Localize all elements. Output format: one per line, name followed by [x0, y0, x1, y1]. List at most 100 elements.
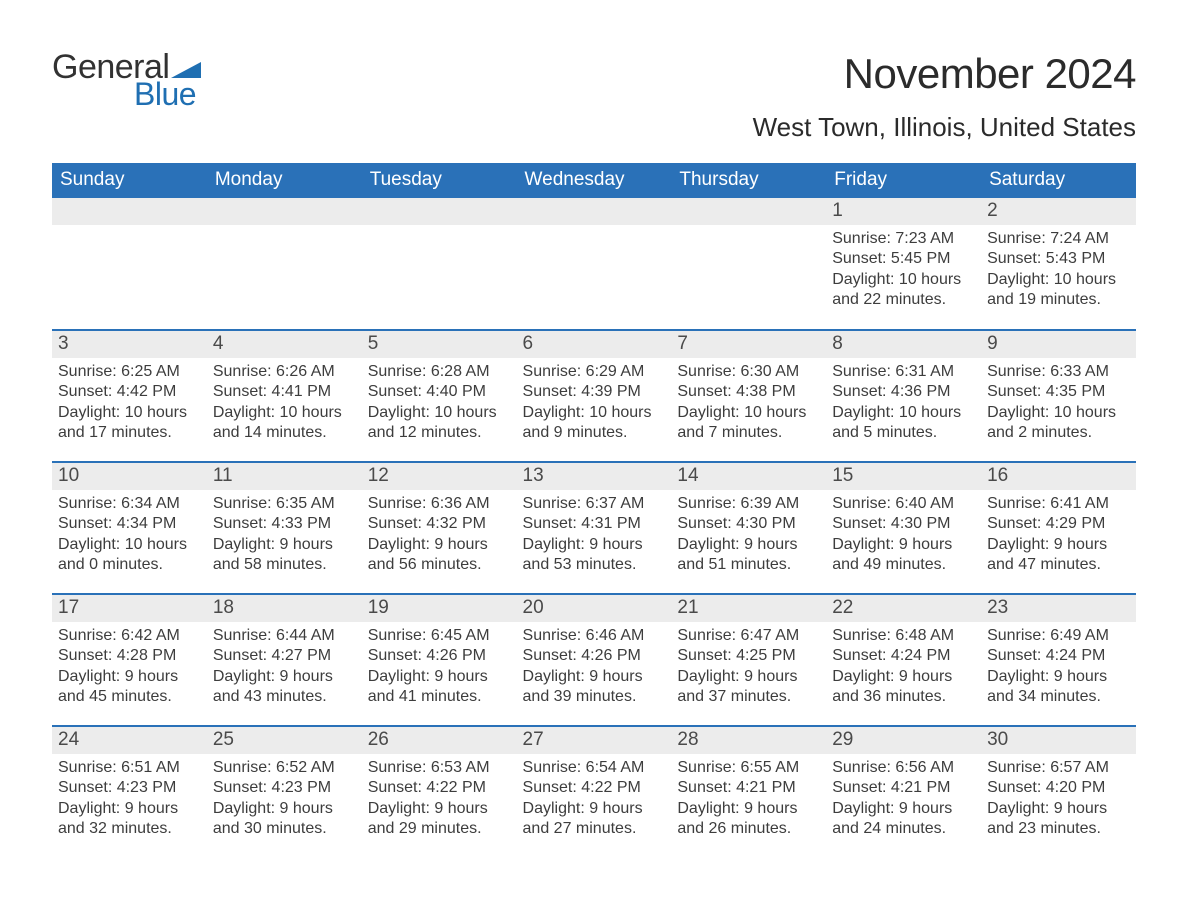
title-block: November 2024 West Town, Illinois, Unite…	[753, 50, 1136, 155]
day-number: 17	[52, 595, 207, 622]
month-title: November 2024	[753, 50, 1136, 98]
day-daylight2: and 34 minutes.	[987, 687, 1130, 707]
day-daylight1: Daylight: 9 hours	[368, 667, 511, 687]
day-sunrise: Sunrise: 6:57 AM	[987, 758, 1130, 778]
calendar-day-cell: 5Sunrise: 6:28 AMSunset: 4:40 PMDaylight…	[362, 330, 517, 462]
day-sunrise: Sunrise: 6:52 AM	[213, 758, 356, 778]
day-number: 11	[207, 463, 362, 490]
calendar-week-row: 10Sunrise: 6:34 AMSunset: 4:34 PMDayligh…	[52, 462, 1136, 594]
day-sunset: Sunset: 4:24 PM	[832, 646, 975, 666]
calendar-day-cell: 7Sunrise: 6:30 AMSunset: 4:38 PMDaylight…	[671, 330, 826, 462]
day-details: Sunrise: 6:49 AMSunset: 4:24 PMDaylight:…	[981, 622, 1136, 714]
day-number-empty	[362, 198, 517, 225]
day-daylight2: and 0 minutes.	[58, 555, 201, 575]
day-sunset: Sunset: 4:31 PM	[523, 514, 666, 534]
day-sunrise: Sunrise: 6:36 AM	[368, 494, 511, 514]
day-sunrise: Sunrise: 6:29 AM	[523, 362, 666, 382]
day-daylight1: Daylight: 10 hours	[832, 270, 975, 290]
day-sunset: Sunset: 4:41 PM	[213, 382, 356, 402]
day-header: Monday	[207, 163, 362, 198]
day-daylight1: Daylight: 9 hours	[677, 799, 820, 819]
day-number-empty	[52, 198, 207, 225]
day-daylight1: Daylight: 9 hours	[677, 535, 820, 555]
day-daylight1: Daylight: 10 hours	[523, 403, 666, 423]
day-sunrise: Sunrise: 7:23 AM	[832, 229, 975, 249]
calendar-empty-cell	[52, 198, 207, 330]
calendar-week-row: 24Sunrise: 6:51 AMSunset: 4:23 PMDayligh…	[52, 726, 1136, 858]
calendar-day-cell: 14Sunrise: 6:39 AMSunset: 4:30 PMDayligh…	[671, 462, 826, 594]
day-daylight1: Daylight: 9 hours	[677, 667, 820, 687]
day-details: Sunrise: 6:47 AMSunset: 4:25 PMDaylight:…	[671, 622, 826, 714]
calendar-day-cell: 8Sunrise: 6:31 AMSunset: 4:36 PMDaylight…	[826, 330, 981, 462]
calendar-day-cell: 21Sunrise: 6:47 AMSunset: 4:25 PMDayligh…	[671, 594, 826, 726]
calendar-body: 1Sunrise: 7:23 AMSunset: 5:45 PMDaylight…	[52, 198, 1136, 858]
calendar-day-cell: 2Sunrise: 7:24 AMSunset: 5:43 PMDaylight…	[981, 198, 1136, 330]
calendar-day-cell: 27Sunrise: 6:54 AMSunset: 4:22 PMDayligh…	[517, 726, 672, 858]
day-daylight2: and 45 minutes.	[58, 687, 201, 707]
day-details: Sunrise: 6:29 AMSunset: 4:39 PMDaylight:…	[517, 358, 672, 450]
day-sunrise: Sunrise: 6:42 AM	[58, 626, 201, 646]
day-daylight1: Daylight: 9 hours	[213, 799, 356, 819]
day-number-empty	[517, 198, 672, 225]
day-sunrise: Sunrise: 6:55 AM	[677, 758, 820, 778]
day-sunrise: Sunrise: 6:45 AM	[368, 626, 511, 646]
day-daylight1: Daylight: 10 hours	[987, 403, 1130, 423]
day-details: Sunrise: 6:51 AMSunset: 4:23 PMDaylight:…	[52, 754, 207, 846]
calendar-day-cell: 30Sunrise: 6:57 AMSunset: 4:20 PMDayligh…	[981, 726, 1136, 858]
day-daylight1: Daylight: 9 hours	[368, 535, 511, 555]
day-details: Sunrise: 6:53 AMSunset: 4:22 PMDaylight:…	[362, 754, 517, 846]
day-details: Sunrise: 6:30 AMSunset: 4:38 PMDaylight:…	[671, 358, 826, 450]
day-daylight2: and 23 minutes.	[987, 819, 1130, 839]
day-sunrise: Sunrise: 6:47 AM	[677, 626, 820, 646]
day-sunset: Sunset: 4:32 PM	[368, 514, 511, 534]
day-daylight2: and 43 minutes.	[213, 687, 356, 707]
day-header: Tuesday	[362, 163, 517, 198]
calendar-day-cell: 6Sunrise: 6:29 AMSunset: 4:39 PMDaylight…	[517, 330, 672, 462]
day-sunset: Sunset: 4:34 PM	[58, 514, 201, 534]
day-number: 29	[826, 727, 981, 754]
day-details: Sunrise: 6:54 AMSunset: 4:22 PMDaylight:…	[517, 754, 672, 846]
day-daylight1: Daylight: 9 hours	[58, 799, 201, 819]
day-number: 16	[981, 463, 1136, 490]
day-daylight2: and 30 minutes.	[213, 819, 356, 839]
calendar-day-cell: 4Sunrise: 6:26 AMSunset: 4:41 PMDaylight…	[207, 330, 362, 462]
day-sunrise: Sunrise: 6:54 AM	[523, 758, 666, 778]
day-daylight2: and 37 minutes.	[677, 687, 820, 707]
day-sunset: Sunset: 4:26 PM	[523, 646, 666, 666]
day-sunrise: Sunrise: 6:28 AM	[368, 362, 511, 382]
day-number: 5	[362, 331, 517, 358]
day-daylight1: Daylight: 9 hours	[523, 535, 666, 555]
day-daylight2: and 9 minutes.	[523, 423, 666, 443]
day-number: 25	[207, 727, 362, 754]
day-sunrise: Sunrise: 6:25 AM	[58, 362, 201, 382]
day-details: Sunrise: 6:25 AMSunset: 4:42 PMDaylight:…	[52, 358, 207, 450]
day-sunset: Sunset: 4:22 PM	[368, 778, 511, 798]
day-sunset: Sunset: 4:40 PM	[368, 382, 511, 402]
day-sunset: Sunset: 4:35 PM	[987, 382, 1130, 402]
day-daylight2: and 29 minutes.	[368, 819, 511, 839]
day-details: Sunrise: 6:36 AMSunset: 4:32 PMDaylight:…	[362, 490, 517, 582]
day-sunset: Sunset: 4:22 PM	[523, 778, 666, 798]
day-daylight2: and 36 minutes.	[832, 687, 975, 707]
day-header: Sunday	[52, 163, 207, 198]
calendar-day-cell: 12Sunrise: 6:36 AMSunset: 4:32 PMDayligh…	[362, 462, 517, 594]
calendar-day-cell: 9Sunrise: 6:33 AMSunset: 4:35 PMDaylight…	[981, 330, 1136, 462]
day-daylight2: and 22 minutes.	[832, 290, 975, 310]
calendar-day-cell: 16Sunrise: 6:41 AMSunset: 4:29 PMDayligh…	[981, 462, 1136, 594]
day-daylight2: and 19 minutes.	[987, 290, 1130, 310]
day-daylight1: Daylight: 9 hours	[523, 799, 666, 819]
calendar-day-cell: 29Sunrise: 6:56 AMSunset: 4:21 PMDayligh…	[826, 726, 981, 858]
day-details: Sunrise: 7:24 AMSunset: 5:43 PMDaylight:…	[981, 225, 1136, 317]
calendar-day-cell: 28Sunrise: 6:55 AMSunset: 4:21 PMDayligh…	[671, 726, 826, 858]
day-details: Sunrise: 6:44 AMSunset: 4:27 PMDaylight:…	[207, 622, 362, 714]
calendar-day-cell: 23Sunrise: 6:49 AMSunset: 4:24 PMDayligh…	[981, 594, 1136, 726]
day-number: 27	[517, 727, 672, 754]
calendar-week-row: 1Sunrise: 7:23 AMSunset: 5:45 PMDaylight…	[52, 198, 1136, 330]
day-number: 6	[517, 331, 672, 358]
day-sunset: Sunset: 4:23 PM	[213, 778, 356, 798]
day-header: Wednesday	[517, 163, 672, 198]
day-sunrise: Sunrise: 6:40 AM	[832, 494, 975, 514]
day-daylight1: Daylight: 9 hours	[213, 667, 356, 687]
day-daylight1: Daylight: 10 hours	[58, 403, 201, 423]
day-details: Sunrise: 6:26 AMSunset: 4:41 PMDaylight:…	[207, 358, 362, 450]
